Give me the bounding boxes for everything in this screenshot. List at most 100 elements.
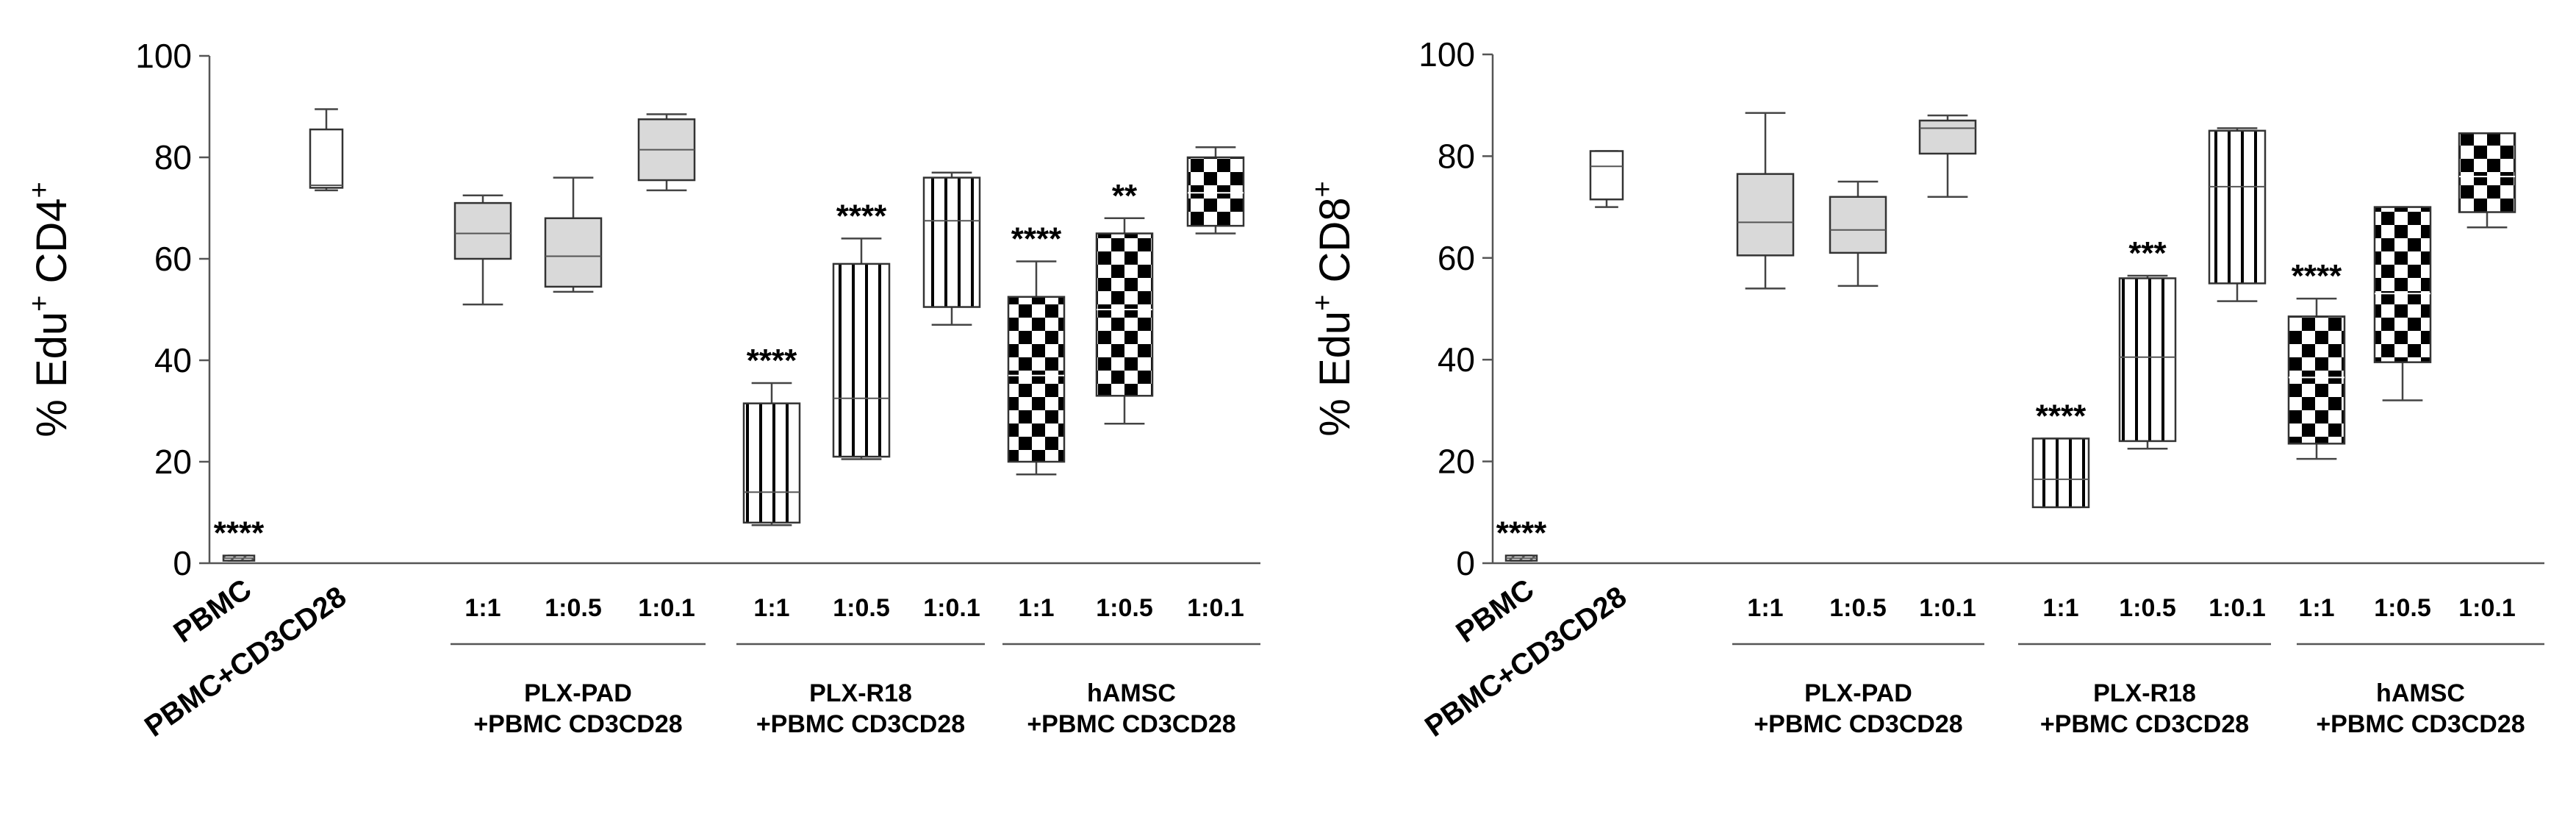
ratio-label: 1:0.1 <box>1919 594 1976 622</box>
group-label-line1: PLX-PAD <box>1804 679 1912 707</box>
ratio-label: 1:0.5 <box>1096 594 1153 622</box>
y-tick-label: 0 <box>173 544 192 582</box>
group-label-line1: hAMSC <box>1087 679 1176 707</box>
significance-label: **** <box>2036 398 2087 434</box>
box-plot <box>309 108 344 192</box>
box-iqr <box>1736 173 1795 257</box>
box-plot: ** <box>1095 178 1154 425</box>
box-plot: **** <box>832 198 891 460</box>
box-iqr <box>2208 129 2267 285</box>
y-axis-title-main: % Edu <box>28 312 76 437</box>
significance-label: **** <box>1011 221 1062 257</box>
box-plot: **** <box>1007 221 1066 476</box>
box-iqr <box>453 201 512 260</box>
ratio-label: 1:1 <box>464 594 501 622</box>
group-label-line1: hAMSC <box>2376 679 2465 707</box>
box-iqr <box>2118 277 2177 443</box>
box-iqr <box>309 128 344 189</box>
ratio-label: 1:0.5 <box>2374 594 2431 622</box>
y-tick-label: 20 <box>1438 443 1475 481</box>
box-plot <box>637 113 696 192</box>
significance-label: **** <box>2292 258 2342 294</box>
y-tick-label: 0 <box>1456 544 1475 582</box>
box-iqr <box>2458 132 2516 213</box>
box-iqr <box>2031 437 2090 509</box>
box-plot: **** <box>742 343 801 526</box>
y-tick-label: 40 <box>1438 340 1475 379</box>
box-plot: **** <box>2031 398 2090 509</box>
y-tick-label: 80 <box>154 138 192 176</box>
significance-label: *** <box>2128 235 2167 271</box>
box-plot <box>2458 132 2516 229</box>
box-plot <box>922 171 981 326</box>
ratio-label: 1:1 <box>1747 594 1783 622</box>
significance-label: **** <box>1496 515 1547 551</box>
group-label-line1: PLX-PAD <box>524 679 632 707</box>
y-tick-label: 80 <box>1438 137 1475 175</box>
ratio-label: 1:0.5 <box>1829 594 1887 622</box>
box-iqr <box>2373 206 2432 363</box>
ratio-label: 1:1 <box>753 594 789 622</box>
ratio-label: 1:0.1 <box>2209 594 2266 622</box>
y-tick-label: 100 <box>1418 35 1475 74</box>
y-axis-title-sup2: + <box>1307 181 1338 197</box>
box-iqr <box>1918 119 1977 155</box>
box-iqr <box>742 402 801 524</box>
y-axis-title: % Edu+ CD8+ <box>1307 181 1359 436</box>
ratio-label: 1:0.1 <box>638 594 695 622</box>
group-label-line2: +PBMC CD3CD28 <box>1754 710 1962 738</box>
box-plot: **** <box>1496 515 1547 562</box>
box-plot: **** <box>214 515 265 562</box>
box-plot <box>1918 114 1977 199</box>
box-iqr <box>1186 156 1245 227</box>
ratio-label: 1:1 <box>1018 594 1054 622</box>
y-axis-title-cell: CD4 <box>28 198 76 295</box>
box-plot <box>544 176 603 293</box>
box-iqr <box>922 176 981 308</box>
box-plot: **** <box>2287 258 2346 460</box>
category-label: PBMC <box>1450 573 1540 649</box>
ratio-label: 1:0.5 <box>545 594 602 622</box>
y-axis-title-sup2: + <box>24 182 55 198</box>
y-axis-title-main: % Edu <box>1311 311 1359 437</box>
box-plot <box>2373 206 2432 401</box>
box-iqr <box>1007 296 1066 463</box>
box-iqr <box>1829 196 1887 254</box>
y-tick-label: 100 <box>135 37 192 75</box>
box-plot <box>1186 146 1245 235</box>
significance-label: ** <box>1112 178 1138 214</box>
significance-label: **** <box>836 198 887 234</box>
box-iqr <box>1589 150 1624 201</box>
ratio-label: 1:1 <box>2298 594 2334 622</box>
box-plot <box>1829 180 1887 287</box>
significance-label: **** <box>747 343 797 379</box>
group-label-line2: +PBMC CD3CD28 <box>473 710 682 738</box>
y-tick-label: 20 <box>154 443 192 481</box>
y-axis-title-sup1: + <box>24 296 55 312</box>
y-axis-title: % Edu+ CD4+ <box>24 182 76 437</box>
box-plot <box>1589 150 1624 208</box>
box-plot <box>453 194 512 306</box>
ratio-label: 1:0.5 <box>833 594 890 622</box>
category-label: PBMC <box>168 573 257 649</box>
y-axis-title-cell: CD8 <box>1311 197 1359 294</box>
box-iqr <box>544 217 603 288</box>
ratio-label: 1:0.1 <box>923 594 980 622</box>
box-iqr <box>2287 315 2346 445</box>
group-label-line2: +PBMC CD3CD28 <box>2040 710 2249 738</box>
ratio-label: 1:1 <box>2042 594 2078 622</box>
box-plot <box>2208 127 2267 302</box>
group-label-line1: PLX-R18 <box>809 679 912 707</box>
y-tick-label: 60 <box>154 240 192 278</box>
box-plot: *** <box>2118 235 2177 450</box>
ratio-label: 1:0.5 <box>2119 594 2176 622</box>
y-tick-label: 60 <box>1438 239 1475 277</box>
ratio-label: 1:0.1 <box>2458 594 2516 622</box>
y-axis-title-sup1: + <box>1307 295 1338 311</box>
significance-label: **** <box>214 515 265 551</box>
ratio-label: 1:0.1 <box>1187 594 1244 622</box>
box-iqr <box>832 262 891 458</box>
group-label-line2: +PBMC CD3CD28 <box>2316 710 2525 738</box>
